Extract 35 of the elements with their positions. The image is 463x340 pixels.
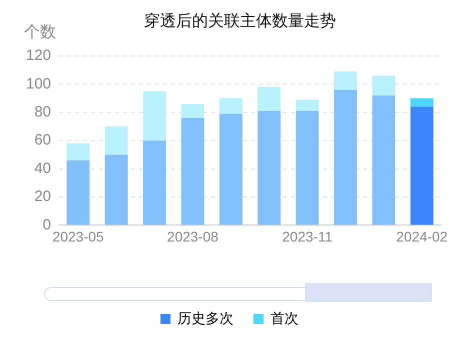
bar	[258, 110, 281, 225]
bar	[219, 98, 242, 114]
x-tick-label: 2023-11	[282, 228, 333, 244]
bar	[410, 106, 434, 225]
x-tick-label: 2024-02	[396, 228, 448, 244]
bar	[181, 118, 204, 225]
y-tick-label: 40	[34, 160, 52, 177]
x-tick-label: 2023-05	[52, 228, 104, 244]
bar	[143, 91, 166, 141]
legend-label: 历史多次	[178, 310, 234, 326]
bar	[334, 90, 357, 225]
y-tick-label: 0	[42, 216, 52, 234]
bar	[296, 110, 319, 225]
y-tick-label: 100	[26, 75, 52, 92]
bar	[143, 140, 166, 225]
bar	[66, 160, 90, 225]
bar	[372, 95, 396, 225]
bar	[296, 100, 319, 111]
bar	[181, 104, 204, 118]
y-tick-label: 60	[34, 132, 52, 149]
legend-label: 首次	[270, 310, 298, 326]
y-tick-label: 80	[34, 104, 52, 121]
bar	[410, 98, 434, 107]
y-tick-label: 20	[34, 188, 52, 206]
y-tick-label: 120	[26, 47, 52, 64]
bar	[334, 72, 357, 90]
bar	[66, 143, 90, 160]
bar	[104, 154, 128, 225]
x-tick-label: 2023-08	[167, 228, 219, 244]
y-axis-title: 个数	[24, 22, 56, 42]
chart-title: 穿透后的关联主体数量走势	[144, 12, 336, 30]
bar	[104, 126, 128, 155]
bar	[372, 76, 396, 96]
bar	[258, 87, 281, 111]
bar	[219, 114, 242, 225]
